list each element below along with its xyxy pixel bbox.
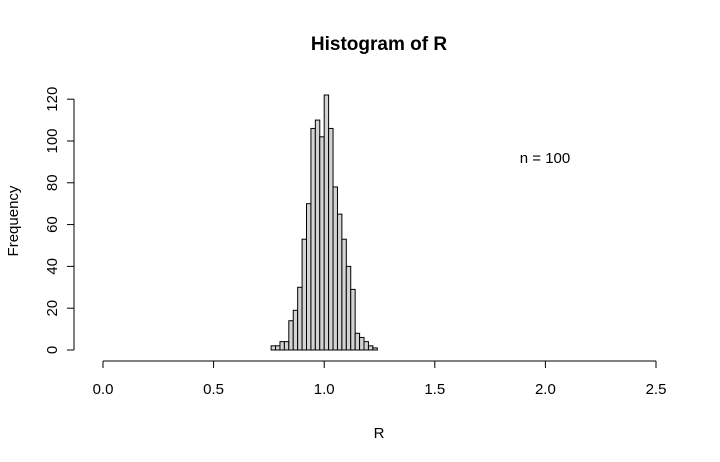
- histogram-bar: [314, 119, 321, 351]
- sample-size-annotation: n = 100: [520, 150, 570, 167]
- x-ticks: [102, 361, 657, 368]
- x-axis-label: R: [374, 425, 385, 442]
- y-tick-labels: 0 20 40 60 80 100 120: [44, 87, 61, 355]
- y-axis: 0 20 40 60 80 100 120: [44, 87, 75, 355]
- x-axis: 0.0 0.5 1.0 1.5 2.0 2.5: [93, 360, 667, 398]
- histogram-bar: [301, 238, 307, 351]
- x-tick-label: 0.0: [93, 381, 114, 398]
- histogram-bar: [323, 94, 330, 351]
- y-tick-label: 60: [44, 216, 61, 233]
- y-tick-label: 80: [44, 174, 61, 191]
- histogram-bar: [310, 127, 316, 351]
- y-tick-label: 40: [44, 258, 61, 275]
- y-tick-label: 100: [44, 128, 61, 153]
- x-tick-label: 0.5: [203, 381, 224, 398]
- x-tick-label: 1.5: [424, 381, 445, 398]
- histogram-bars: [270, 94, 378, 351]
- histogram-bar: [341, 238, 347, 351]
- histogram-bar: [345, 265, 352, 351]
- y-ticks: [67, 98, 74, 351]
- histogram-bar: [270, 345, 277, 351]
- y-tick-label: 0: [44, 346, 61, 354]
- histogram-bar: [279, 341, 285, 351]
- histogram-bar: [292, 309, 299, 351]
- y-axis-label: Frequency: [5, 185, 22, 256]
- histogram-bar: [288, 320, 294, 351]
- histogram-bar: [354, 332, 361, 351]
- x-tick-label: 1.0: [314, 381, 335, 398]
- histogram-bar: [283, 341, 290, 351]
- x-tick-label: 2.5: [646, 381, 667, 398]
- histogram-bar: [328, 127, 334, 351]
- histogram-bar: [367, 345, 374, 351]
- x-tick-label: 2.0: [535, 381, 556, 398]
- histogram-bar: [372, 347, 378, 351]
- histogram-bar: [306, 203, 312, 351]
- histogram-bar: [275, 345, 281, 351]
- y-tick-label: 20: [44, 300, 61, 317]
- histogram-bar: [297, 286, 303, 351]
- histogram-bar: [319, 136, 325, 351]
- histogram-bar: [350, 288, 356, 351]
- y-tick-label: 120: [44, 87, 61, 112]
- x-tick-labels: 0.0 0.5 1.0 1.5 2.0 2.5: [93, 381, 667, 398]
- histogram-bar: [332, 186, 338, 351]
- chart-title: Histogram of R: [311, 34, 447, 55]
- histogram-bar: [363, 341, 369, 351]
- histogram-bar: [336, 213, 343, 351]
- histogram-bar: [359, 336, 365, 351]
